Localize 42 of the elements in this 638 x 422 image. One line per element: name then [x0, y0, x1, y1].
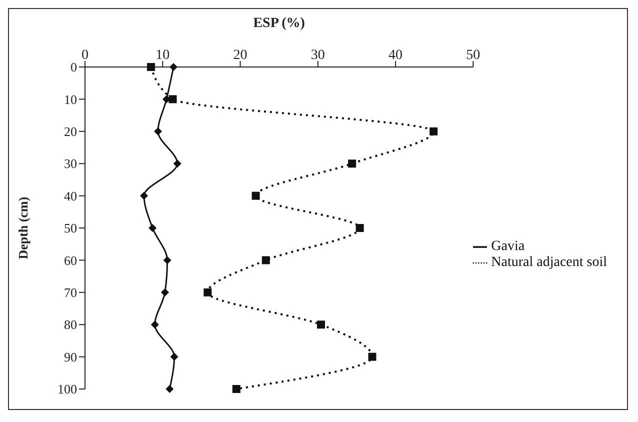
point [173, 160, 182, 168]
point [232, 385, 240, 393]
y-tick-label: 10 [64, 92, 77, 107]
point [140, 192, 148, 200]
point [148, 224, 157, 232]
y-tick-label: 0 [70, 60, 77, 75]
y-tick-label: 100 [58, 382, 77, 397]
point [252, 192, 260, 200]
point [430, 127, 438, 136]
y-tick-label: 20 [64, 124, 77, 140]
y-axis-title: Depth (cm) [16, 196, 31, 260]
y-tick-label: 60 [64, 252, 77, 268]
y-tick-label: 40 [64, 188, 77, 204]
point [168, 95, 177, 104]
point [348, 160, 356, 168]
y-tick-label: 30 [64, 156, 77, 172]
point [262, 256, 270, 264]
x-tick-label: 10 [156, 48, 170, 63]
y-tick-label: 50 [64, 220, 77, 236]
x-tick-label: 40 [388, 48, 403, 63]
point [163, 256, 172, 264]
point [154, 127, 162, 136]
point [368, 352, 376, 361]
point [150, 320, 159, 329]
legend-label: Gavia [491, 239, 525, 254]
x-axis-title: ESP (%) [253, 16, 306, 31]
legend-label: Natural adjacent soil [491, 255, 607, 270]
y-tick-label: 80 [64, 317, 77, 332]
point [204, 288, 212, 296]
point [317, 320, 325, 329]
y-tick-label: 70 [64, 285, 77, 300]
point [146, 63, 155, 71]
x-tick-label: 50 [466, 48, 480, 63]
point [170, 63, 178, 71]
y-tick-label: 90 [64, 349, 77, 364]
point [356, 224, 364, 232]
point [170, 352, 178, 361]
point [160, 288, 169, 296]
x-tick-label: 20 [233, 48, 248, 63]
x-tick-label: 0 [82, 48, 88, 63]
x-tick-label: 30 [310, 48, 325, 63]
point [166, 385, 174, 393]
